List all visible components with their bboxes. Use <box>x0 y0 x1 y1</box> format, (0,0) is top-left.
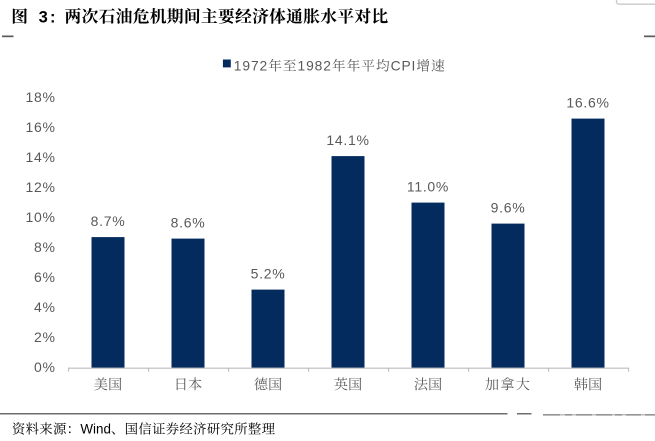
svg-text:8.6%: 8.6% <box>171 215 206 231</box>
svg-text:2%: 2% <box>34 329 56 345</box>
svg-text:4%: 4% <box>34 299 56 315</box>
svg-text:6%: 6% <box>34 269 56 285</box>
svg-text:16%: 16% <box>25 119 55 135</box>
svg-text:5.2%: 5.2% <box>251 266 286 282</box>
svg-text:CPI: CPI <box>391 59 417 74</box>
svg-text:9.6%: 9.6% <box>491 200 526 216</box>
svg-text:12%: 12% <box>25 179 55 195</box>
svg-text:8%: 8% <box>34 239 56 255</box>
svg-text:Wind: Wind <box>80 422 111 437</box>
svg-text:14.1%: 14.1% <box>326 132 369 148</box>
svg-text:1972: 1972 <box>234 59 268 74</box>
svg-text:11.0%: 11.0% <box>407 179 449 195</box>
svg-text:0%: 0% <box>34 359 56 375</box>
svg-text:3: 3 <box>39 8 48 26</box>
svg-text:10%: 10% <box>25 209 55 225</box>
svg-text:14%: 14% <box>25 149 55 165</box>
svg-text:18%: 18% <box>25 89 55 105</box>
svg-text:16.6%: 16.6% <box>566 95 609 111</box>
svg-text::: : <box>50 8 56 26</box>
svg-text:1982: 1982 <box>298 59 332 74</box>
svg-text:8.7%: 8.7% <box>91 213 126 229</box>
